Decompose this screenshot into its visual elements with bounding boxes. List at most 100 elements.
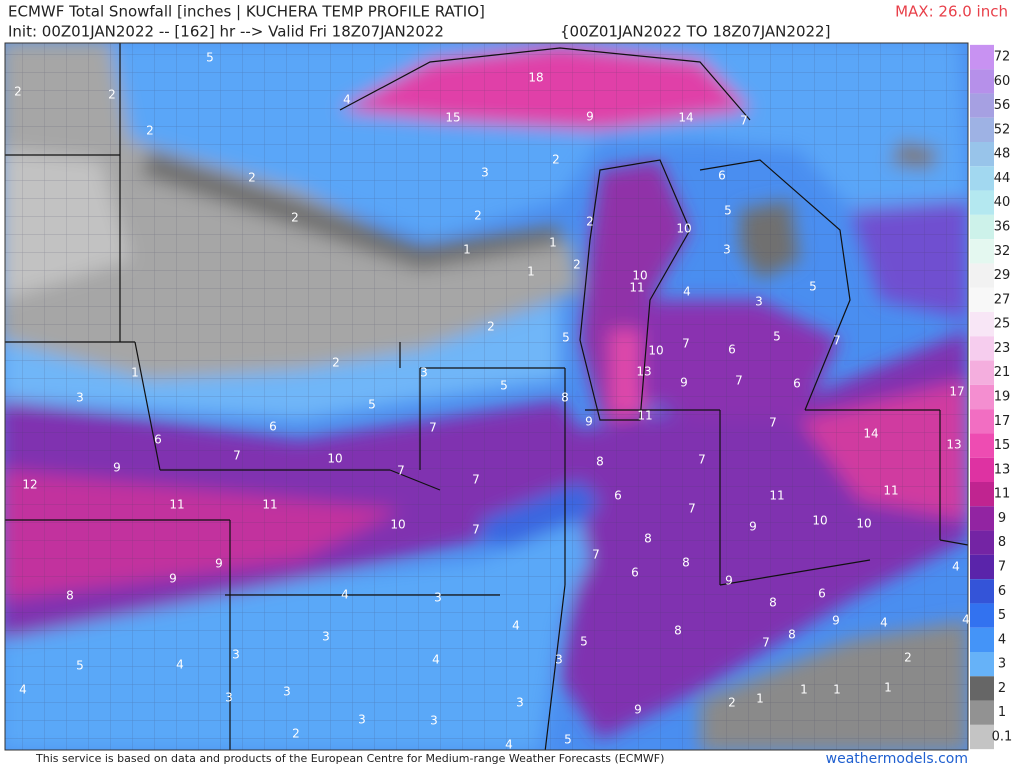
map-value-label: 14 <box>678 111 693 125</box>
colorbar-label: 52 <box>994 122 1011 137</box>
map-value-label: 4 <box>952 560 960 574</box>
map-value-label: 3 <box>481 166 489 180</box>
colorbar-swatch <box>970 482 994 507</box>
colorbar-swatch <box>970 93 994 118</box>
map-value-label: 7 <box>688 502 696 516</box>
colorbar-swatch <box>970 554 994 580</box>
map-value-label: 2 <box>292 727 300 741</box>
colorbar-label: 17 <box>994 414 1011 429</box>
map-value-label: 6 <box>728 343 736 357</box>
colorbar-swatch <box>970 69 994 94</box>
colorbar-label: 15 <box>994 438 1011 453</box>
map-value-label: 1 <box>527 265 535 279</box>
map-value-label: 1 <box>884 681 892 695</box>
colorbar: 7260565248444036322927252321191715131198… <box>970 44 1013 750</box>
colorbar-label: 29 <box>994 268 1011 283</box>
colorbar-swatch <box>970 676 994 701</box>
colorbar-label: 6 <box>998 584 1006 599</box>
colorbar-swatch <box>970 44 994 70</box>
map-value-label: 5 <box>724 204 732 218</box>
map-value-label: 10 <box>327 452 342 466</box>
colorbar-label: 2 <box>998 681 1006 696</box>
map-value-label: 2 <box>586 215 594 229</box>
map-value-label: 9 <box>725 574 733 588</box>
map-value-label: 9 <box>634 703 642 717</box>
map-value-label: 6 <box>614 489 622 503</box>
colorbar-label: 0.1 <box>992 730 1013 745</box>
colorbar-swatch <box>970 652 994 677</box>
colorbar-swatch <box>970 360 994 385</box>
map-value-label: 3 <box>434 591 442 605</box>
valid-period: {00Z01JAN2022 TO 18Z07JAN2022] <box>560 23 830 41</box>
colorbar-label: 44 <box>994 171 1011 186</box>
map-value-label: 2 <box>14 85 22 99</box>
map-value-label: 10 <box>676 222 691 236</box>
map-value-label: 11 <box>883 484 898 498</box>
map-value-label: 4 <box>19 683 27 697</box>
map-value-label: 10 <box>812 514 827 528</box>
map-value-label: 2 <box>728 696 736 710</box>
init-time: Init: 00Z01JAN2022 -- [162] hr --> Valid… <box>8 23 444 41</box>
map-value-label: 4 <box>962 613 970 627</box>
map-value-label: 3 <box>420 366 428 380</box>
map-value-label: 4 <box>176 658 184 672</box>
map-value-label: 11 <box>262 498 277 512</box>
map-value-label: 3 <box>76 391 84 405</box>
map-value-label: 7 <box>397 464 405 478</box>
colorbar-swatch <box>970 166 994 191</box>
state-borders <box>5 43 968 750</box>
map-value-label: 8 <box>596 455 604 469</box>
map-value-label: 10 <box>632 269 647 283</box>
map-value-label: 11 <box>629 281 644 295</box>
map-value-label: 7 <box>682 337 690 351</box>
colorbar-swatch <box>970 627 994 652</box>
map-value-label: 7 <box>762 636 770 650</box>
map-value-label: 8 <box>561 391 569 405</box>
map-value-label: 2 <box>474 209 482 223</box>
colorbar-label: 60 <box>994 74 1011 89</box>
map-value-label: 1 <box>549 236 557 250</box>
map-value-label: 9 <box>169 572 177 586</box>
map-value-label: 5 <box>206 51 214 65</box>
map-value-label: 7 <box>233 449 241 463</box>
map-value-label: 6 <box>269 420 277 434</box>
colorbar-swatch <box>970 433 994 458</box>
map-value-label: 8 <box>769 596 777 610</box>
map-value-label: 2 <box>332 356 340 370</box>
colorbar-label: 21 <box>994 365 1011 380</box>
map-value-label: 7 <box>735 374 743 388</box>
map-value-label: 10 <box>648 344 663 358</box>
map-value-label: 13 <box>946 438 961 452</box>
map-frame <box>4 42 969 751</box>
colorbar-swatch <box>970 287 994 312</box>
map-value-label: 3 <box>358 713 366 727</box>
colorbar-swatch <box>970 530 994 555</box>
map-value-label: 5 <box>564 733 572 747</box>
colorbar-label: 3 <box>998 657 1006 672</box>
map-value-label: 17 <box>949 385 964 399</box>
map-value-label: 4 <box>880 616 888 630</box>
colorbar-swatch <box>970 603 994 628</box>
map-value-label: 11 <box>637 409 652 423</box>
map-value-label: 3 <box>283 685 291 699</box>
credit: This service is based on data and produc… <box>35 752 664 765</box>
map-value-label: 9 <box>749 520 757 534</box>
colorbar-label: 19 <box>994 390 1011 405</box>
map-value-label: 8 <box>644 532 652 546</box>
map-value-label: 2 <box>291 211 299 225</box>
map-value-label: 5 <box>809 280 817 294</box>
map-value-label: 14 <box>863 427 878 441</box>
map-value-label: 6 <box>631 566 639 580</box>
map-value-label: 4 <box>512 619 520 633</box>
site-link: weathermodels.com <box>826 751 968 767</box>
colorbar-label: 56 <box>994 98 1011 113</box>
map-value-label: 9 <box>832 614 840 628</box>
map-value-label: 5 <box>773 330 781 344</box>
colorbar-swatch <box>970 336 994 361</box>
map-value-label: 4 <box>343 93 351 107</box>
map-value-label: 9 <box>680 376 688 390</box>
map-value-label: 8 <box>674 624 682 638</box>
